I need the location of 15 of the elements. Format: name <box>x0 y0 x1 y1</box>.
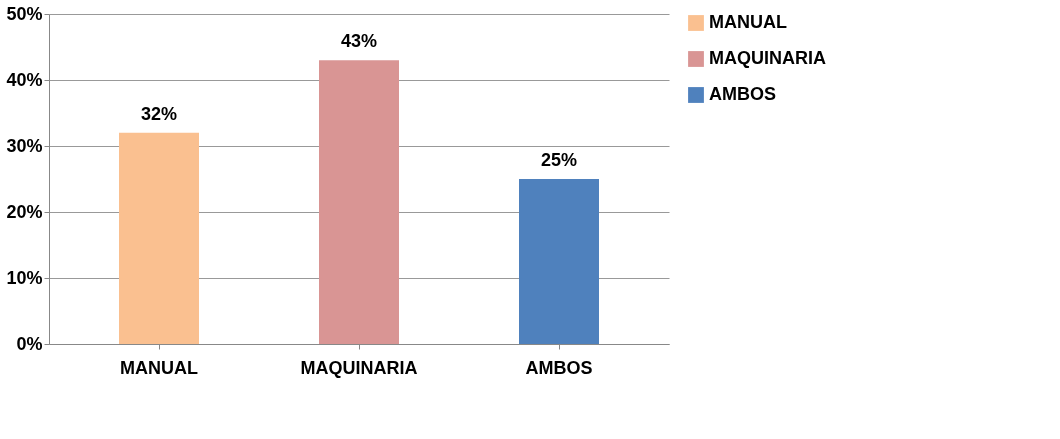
legend-label: MAQUINARIA <box>709 48 826 68</box>
y-tick-label: 20% <box>6 201 43 222</box>
y-tick-label: 30% <box>6 135 43 156</box>
legend-label: MANUAL <box>709 12 787 32</box>
legend-label: AMBOS <box>709 84 776 104</box>
data-label: 43% <box>340 31 378 52</box>
x-tick-label: MAQUINARIA <box>300 357 418 378</box>
data-label: 32% <box>140 103 178 124</box>
x-tick-label: AMBOS <box>525 357 593 378</box>
y-tick-label: 50% <box>6 3 43 24</box>
x-tick-label: MANUAL <box>120 357 198 378</box>
y-tick-label: 0% <box>16 333 43 354</box>
y-tick-label: 40% <box>6 69 43 90</box>
y-tick-label: 10% <box>6 267 43 288</box>
data-label: 25% <box>540 150 578 170</box>
